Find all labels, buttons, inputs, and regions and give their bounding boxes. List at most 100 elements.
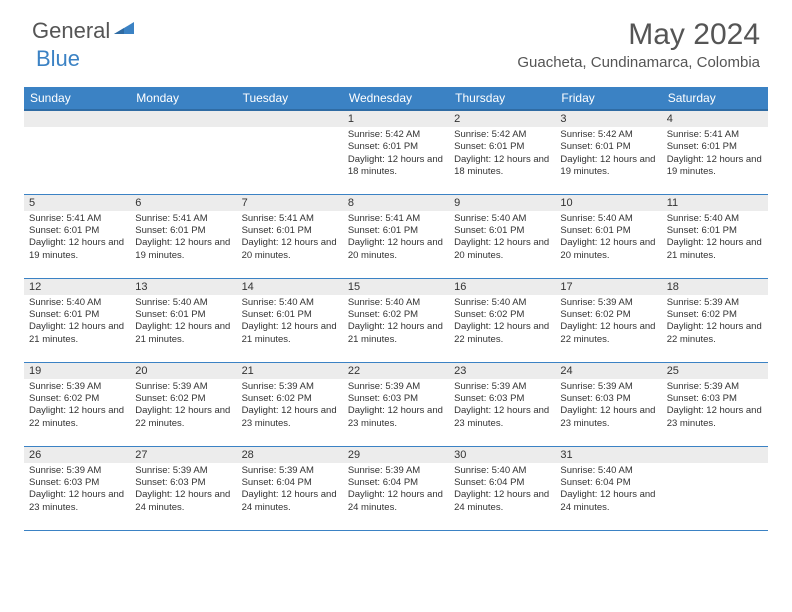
day-number: [662, 447, 768, 463]
calendar-cell: [662, 446, 768, 530]
day-number: 6: [130, 195, 236, 211]
calendar-cell: 7Sunrise: 5:41 AMSunset: 6:01 PMDaylight…: [237, 194, 343, 278]
calendar-cell: 21Sunrise: 5:39 AMSunset: 6:02 PMDayligh…: [237, 362, 343, 446]
day-number: 19: [24, 363, 130, 379]
day-detail: Sunrise: 5:41 AMSunset: 6:01 PMDaylight:…: [130, 211, 236, 266]
calendar-cell: 26Sunrise: 5:39 AMSunset: 6:03 PMDayligh…: [24, 446, 130, 530]
calendar-week-row: 26Sunrise: 5:39 AMSunset: 6:03 PMDayligh…: [24, 446, 768, 530]
day-number: 28: [237, 447, 343, 463]
calendar-cell: 6Sunrise: 5:41 AMSunset: 6:01 PMDaylight…: [130, 194, 236, 278]
calendar-cell: 24Sunrise: 5:39 AMSunset: 6:03 PMDayligh…: [555, 362, 661, 446]
logo-triangle-icon: [114, 20, 138, 43]
calendar-cell: 3Sunrise: 5:42 AMSunset: 6:01 PMDaylight…: [555, 110, 661, 194]
calendar-cell: 14Sunrise: 5:40 AMSunset: 6:01 PMDayligh…: [237, 278, 343, 362]
day-number: 25: [662, 363, 768, 379]
day-detail: Sunrise: 5:40 AMSunset: 6:01 PMDaylight:…: [130, 295, 236, 350]
calendar-cell: 1Sunrise: 5:42 AMSunset: 6:01 PMDaylight…: [343, 110, 449, 194]
calendar-cell: 11Sunrise: 5:40 AMSunset: 6:01 PMDayligh…: [662, 194, 768, 278]
logo: General: [32, 18, 140, 44]
calendar-cell: 2Sunrise: 5:42 AMSunset: 6:01 PMDaylight…: [449, 110, 555, 194]
month-title: May 2024: [517, 18, 760, 52]
day-detail: [24, 127, 130, 133]
day-detail: Sunrise: 5:42 AMSunset: 6:01 PMDaylight:…: [555, 127, 661, 182]
calendar-cell: 10Sunrise: 5:40 AMSunset: 6:01 PMDayligh…: [555, 194, 661, 278]
day-header: Sunday: [24, 87, 130, 110]
day-number: 1: [343, 111, 449, 127]
calendar-cell: [130, 110, 236, 194]
logo-text-blue: Blue: [36, 46, 80, 71]
calendar-cell: 9Sunrise: 5:40 AMSunset: 6:01 PMDaylight…: [449, 194, 555, 278]
calendar-cell: 28Sunrise: 5:39 AMSunset: 6:04 PMDayligh…: [237, 446, 343, 530]
logo-text-blue-wrap: Blue: [36, 46, 80, 72]
day-detail: Sunrise: 5:39 AMSunset: 6:02 PMDaylight:…: [555, 295, 661, 350]
day-header: Tuesday: [237, 87, 343, 110]
day-detail: Sunrise: 5:42 AMSunset: 6:01 PMDaylight:…: [449, 127, 555, 182]
day-number: 14: [237, 279, 343, 295]
day-detail: Sunrise: 5:39 AMSunset: 6:02 PMDaylight:…: [237, 379, 343, 434]
day-detail: [662, 463, 768, 469]
day-number: 18: [662, 279, 768, 295]
calendar-cell: 18Sunrise: 5:39 AMSunset: 6:02 PMDayligh…: [662, 278, 768, 362]
logo-text-general: General: [32, 18, 110, 44]
calendar-cell: 30Sunrise: 5:40 AMSunset: 6:04 PMDayligh…: [449, 446, 555, 530]
day-number: 10: [555, 195, 661, 211]
calendar-cell: 29Sunrise: 5:39 AMSunset: 6:04 PMDayligh…: [343, 446, 449, 530]
calendar-cell: 5Sunrise: 5:41 AMSunset: 6:01 PMDaylight…: [24, 194, 130, 278]
day-number: 15: [343, 279, 449, 295]
day-detail: Sunrise: 5:40 AMSunset: 6:01 PMDaylight:…: [662, 211, 768, 266]
calendar-cell: 16Sunrise: 5:40 AMSunset: 6:02 PMDayligh…: [449, 278, 555, 362]
calendar-cell: 12Sunrise: 5:40 AMSunset: 6:01 PMDayligh…: [24, 278, 130, 362]
day-number: 20: [130, 363, 236, 379]
calendar-cell: 19Sunrise: 5:39 AMSunset: 6:02 PMDayligh…: [24, 362, 130, 446]
calendar-cell: 17Sunrise: 5:39 AMSunset: 6:02 PMDayligh…: [555, 278, 661, 362]
calendar-cell: 15Sunrise: 5:40 AMSunset: 6:02 PMDayligh…: [343, 278, 449, 362]
day-detail: Sunrise: 5:41 AMSunset: 6:01 PMDaylight:…: [24, 211, 130, 266]
header: General May 2024 Guacheta, Cundinamarca,…: [0, 0, 792, 77]
day-number: 23: [449, 363, 555, 379]
day-number: 27: [130, 447, 236, 463]
day-detail: Sunrise: 5:40 AMSunset: 6:01 PMDaylight:…: [449, 211, 555, 266]
day-detail: Sunrise: 5:39 AMSunset: 6:03 PMDaylight:…: [662, 379, 768, 434]
day-detail: Sunrise: 5:39 AMSunset: 6:02 PMDaylight:…: [662, 295, 768, 350]
day-detail: Sunrise: 5:41 AMSunset: 6:01 PMDaylight:…: [237, 211, 343, 266]
calendar-cell: 23Sunrise: 5:39 AMSunset: 6:03 PMDayligh…: [449, 362, 555, 446]
day-number: 17: [555, 279, 661, 295]
day-detail: Sunrise: 5:40 AMSunset: 6:04 PMDaylight:…: [449, 463, 555, 518]
day-number: 7: [237, 195, 343, 211]
day-header: Friday: [555, 87, 661, 110]
day-header: Monday: [130, 87, 236, 110]
day-number: 3: [555, 111, 661, 127]
day-number: 24: [555, 363, 661, 379]
day-detail: Sunrise: 5:41 AMSunset: 6:01 PMDaylight:…: [343, 211, 449, 266]
calendar-cell: 25Sunrise: 5:39 AMSunset: 6:03 PMDayligh…: [662, 362, 768, 446]
calendar-week-row: 12Sunrise: 5:40 AMSunset: 6:01 PMDayligh…: [24, 278, 768, 362]
day-detail: Sunrise: 5:41 AMSunset: 6:01 PMDaylight:…: [662, 127, 768, 182]
day-header: Saturday: [662, 87, 768, 110]
calendar-cell: 20Sunrise: 5:39 AMSunset: 6:02 PMDayligh…: [130, 362, 236, 446]
location-text: Guacheta, Cundinamarca, Colombia: [517, 54, 760, 71]
day-number: 26: [24, 447, 130, 463]
day-number: 4: [662, 111, 768, 127]
day-detail: Sunrise: 5:42 AMSunset: 6:01 PMDaylight:…: [343, 127, 449, 182]
day-number: 16: [449, 279, 555, 295]
day-number: 12: [24, 279, 130, 295]
day-header: Thursday: [449, 87, 555, 110]
calendar-head: SundayMondayTuesdayWednesdayThursdayFrid…: [24, 87, 768, 110]
day-detail: Sunrise: 5:40 AMSunset: 6:01 PMDaylight:…: [237, 295, 343, 350]
calendar-week-row: 19Sunrise: 5:39 AMSunset: 6:02 PMDayligh…: [24, 362, 768, 446]
day-number: 11: [662, 195, 768, 211]
day-detail: Sunrise: 5:39 AMSunset: 6:04 PMDaylight:…: [237, 463, 343, 518]
day-detail: Sunrise: 5:39 AMSunset: 6:02 PMDaylight:…: [24, 379, 130, 434]
day-detail: Sunrise: 5:39 AMSunset: 6:02 PMDaylight:…: [130, 379, 236, 434]
day-number: 13: [130, 279, 236, 295]
day-number: [237, 111, 343, 127]
day-detail: Sunrise: 5:39 AMSunset: 6:03 PMDaylight:…: [343, 379, 449, 434]
calendar-cell: [237, 110, 343, 194]
calendar-week-row: 5Sunrise: 5:41 AMSunset: 6:01 PMDaylight…: [24, 194, 768, 278]
day-detail: Sunrise: 5:39 AMSunset: 6:03 PMDaylight:…: [555, 379, 661, 434]
calendar-cell: 13Sunrise: 5:40 AMSunset: 6:01 PMDayligh…: [130, 278, 236, 362]
day-detail: Sunrise: 5:40 AMSunset: 6:02 PMDaylight:…: [343, 295, 449, 350]
day-detail: Sunrise: 5:40 AMSunset: 6:02 PMDaylight:…: [449, 295, 555, 350]
day-header: Wednesday: [343, 87, 449, 110]
calendar-body: 1Sunrise: 5:42 AMSunset: 6:01 PMDaylight…: [24, 110, 768, 530]
